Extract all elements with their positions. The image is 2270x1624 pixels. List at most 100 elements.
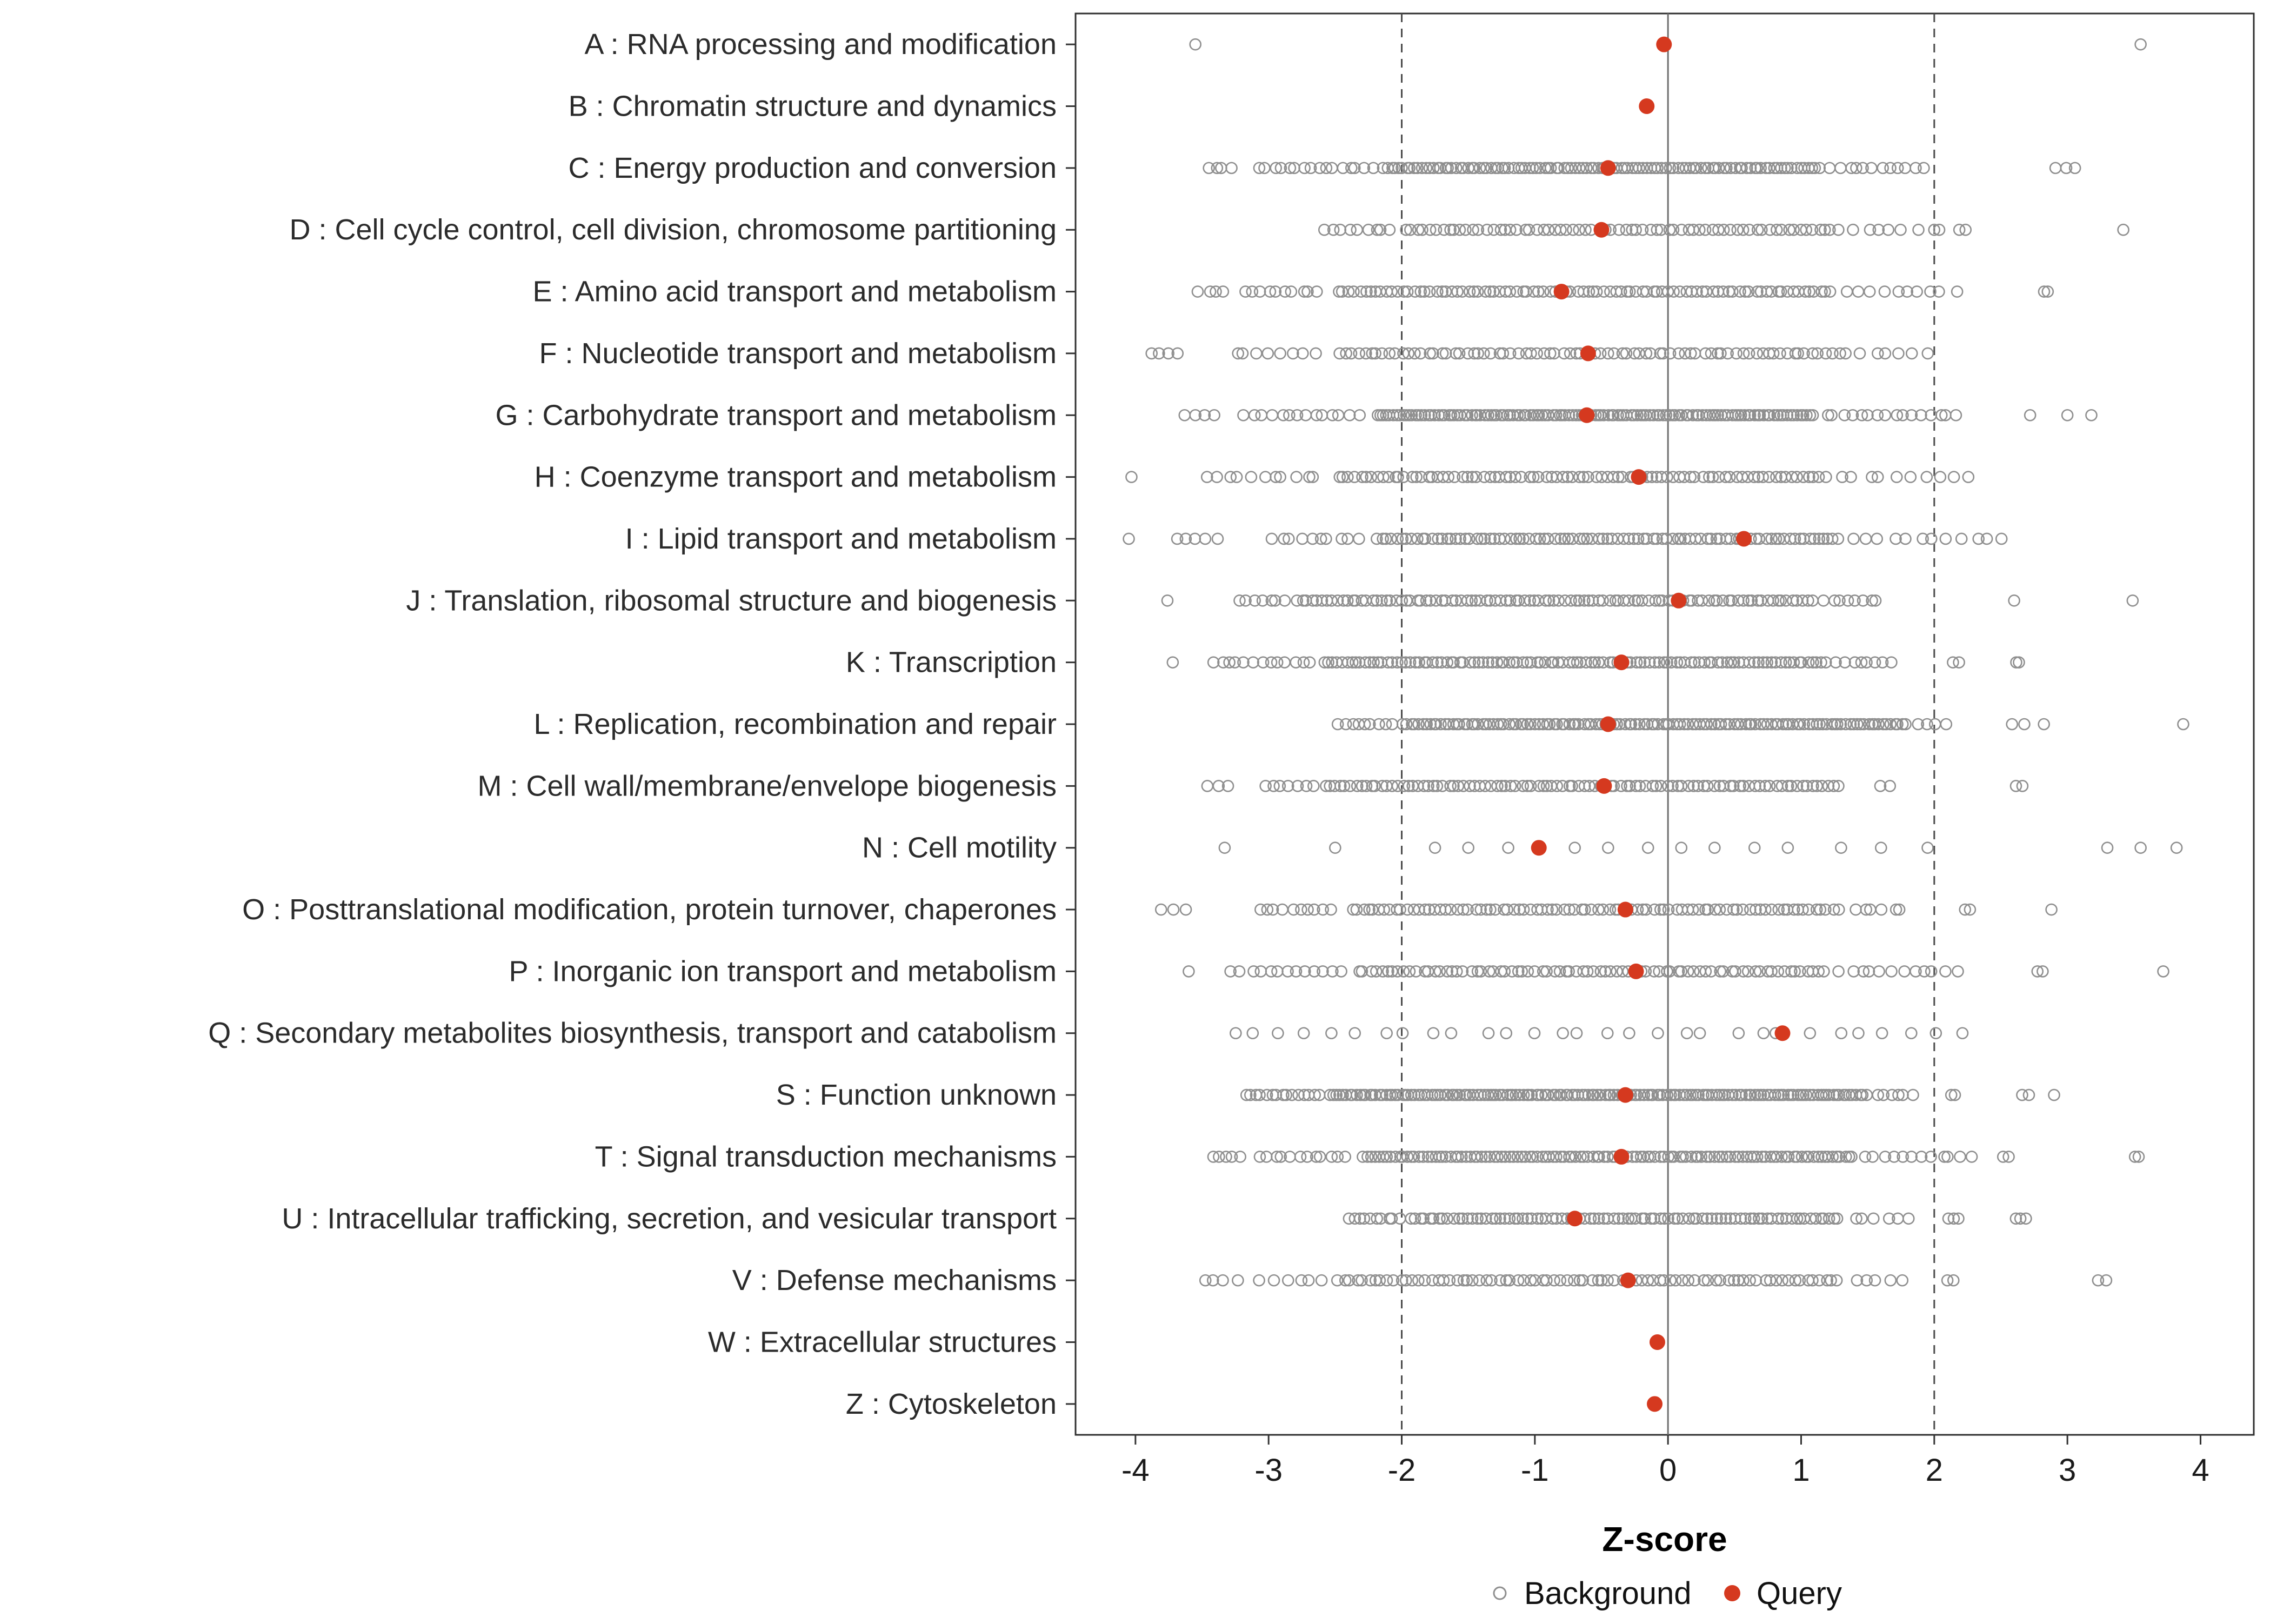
background-point [1325, 903, 1337, 916]
background-point [1350, 903, 1363, 916]
background-point [1831, 1212, 1844, 1225]
background-point [1567, 223, 1579, 236]
background-point [1486, 1212, 1499, 1225]
background-point [1481, 594, 1493, 607]
background-point [1921, 841, 1934, 854]
background-point [1695, 1151, 1708, 1163]
background-point [1804, 1027, 1817, 1040]
background-point [1832, 780, 1845, 792]
background-point [1595, 471, 1608, 483]
background-point [1432, 532, 1444, 545]
background-point [1123, 532, 1135, 545]
background-point [1333, 347, 1346, 360]
background-point [1574, 1151, 1587, 1163]
background-point [1310, 409, 1323, 422]
background-point [1478, 532, 1491, 545]
background-point [1800, 1088, 1813, 1101]
background-point [1580, 656, 1592, 669]
background-point [1787, 409, 1800, 422]
background-point [1327, 1088, 1340, 1101]
background-point [1491, 780, 1504, 792]
background-point [1229, 656, 1241, 669]
background-point [1322, 656, 1334, 669]
background-point [1607, 347, 1620, 360]
background-point [2016, 780, 2029, 792]
background-point [1728, 1274, 1740, 1287]
background-point [1608, 1212, 1620, 1225]
background-point [1416, 223, 1428, 236]
background-point [1364, 285, 1377, 298]
category-label: D : Cell cycle control, cell division, c… [289, 213, 1057, 246]
background-point [1807, 471, 1819, 483]
background-point [1153, 347, 1165, 360]
background-point [1532, 409, 1545, 422]
background-point [1485, 409, 1498, 422]
background-point [1822, 409, 1834, 422]
background-point [1412, 718, 1425, 731]
background-point [1580, 162, 1593, 175]
background-point [1509, 471, 1522, 483]
background-point [1734, 409, 1747, 422]
x-tick-label: 1 [1792, 1453, 1810, 1488]
background-point [1532, 471, 1545, 483]
background-point [1347, 285, 1360, 298]
background-point [1568, 841, 1581, 854]
background-point [1199, 532, 1212, 545]
background-point [1371, 1212, 1383, 1225]
background-point [1806, 223, 1819, 236]
background-point [1333, 285, 1345, 298]
background-point [1285, 1088, 1298, 1101]
background-point [1959, 223, 1972, 236]
background-point [1353, 532, 1365, 545]
background-point [1308, 1088, 1321, 1101]
background-point [1785, 965, 1798, 978]
background-point [1664, 1274, 1677, 1287]
background-point [1484, 532, 1497, 545]
background-point [1892, 1088, 1905, 1101]
background-point [1543, 1151, 1555, 1163]
background-point [1521, 718, 1534, 731]
background-point [1648, 1151, 1661, 1163]
background-point [1414, 285, 1427, 298]
background-point [1467, 285, 1480, 298]
query-point [1580, 345, 1596, 362]
query-point [1596, 778, 1612, 794]
background-point [1537, 285, 1550, 298]
background-point [1747, 1212, 1760, 1225]
query-point [1613, 1148, 1630, 1165]
background-point [1874, 841, 1887, 854]
background-point [2014, 1212, 2027, 1225]
background-point [1751, 285, 1764, 298]
background-point [1537, 718, 1550, 731]
background-point [1665, 1088, 1677, 1101]
background-point [1189, 409, 1201, 422]
background-point [1386, 780, 1398, 792]
background-point [1457, 1274, 1470, 1287]
background-point [1685, 347, 1697, 360]
background-point [1701, 780, 1714, 792]
background-point [1527, 285, 1540, 298]
background-point [1253, 1088, 1266, 1101]
background-point [1597, 594, 1609, 607]
legend-background-marker-icon [1493, 1586, 1507, 1600]
background-point [1792, 1088, 1804, 1101]
background-point [1732, 1151, 1745, 1163]
background-point [1640, 285, 1653, 298]
background-point [1879, 347, 1892, 360]
background-point [1551, 718, 1563, 731]
background-point [1554, 1274, 1567, 1287]
background-point [1317, 903, 1329, 916]
background-point [1731, 903, 1743, 916]
background-point [1517, 718, 1529, 731]
background-point [2008, 594, 2020, 607]
background-point [1341, 594, 1354, 607]
query-point [1553, 284, 1570, 300]
background-point [1418, 285, 1431, 298]
background-point [1261, 903, 1274, 916]
background-point [1744, 162, 1757, 175]
background-point [1774, 285, 1787, 298]
background-point [1726, 285, 1739, 298]
background-point [1630, 1151, 1643, 1163]
background-point [1583, 780, 1595, 792]
background-point [1705, 347, 1718, 360]
